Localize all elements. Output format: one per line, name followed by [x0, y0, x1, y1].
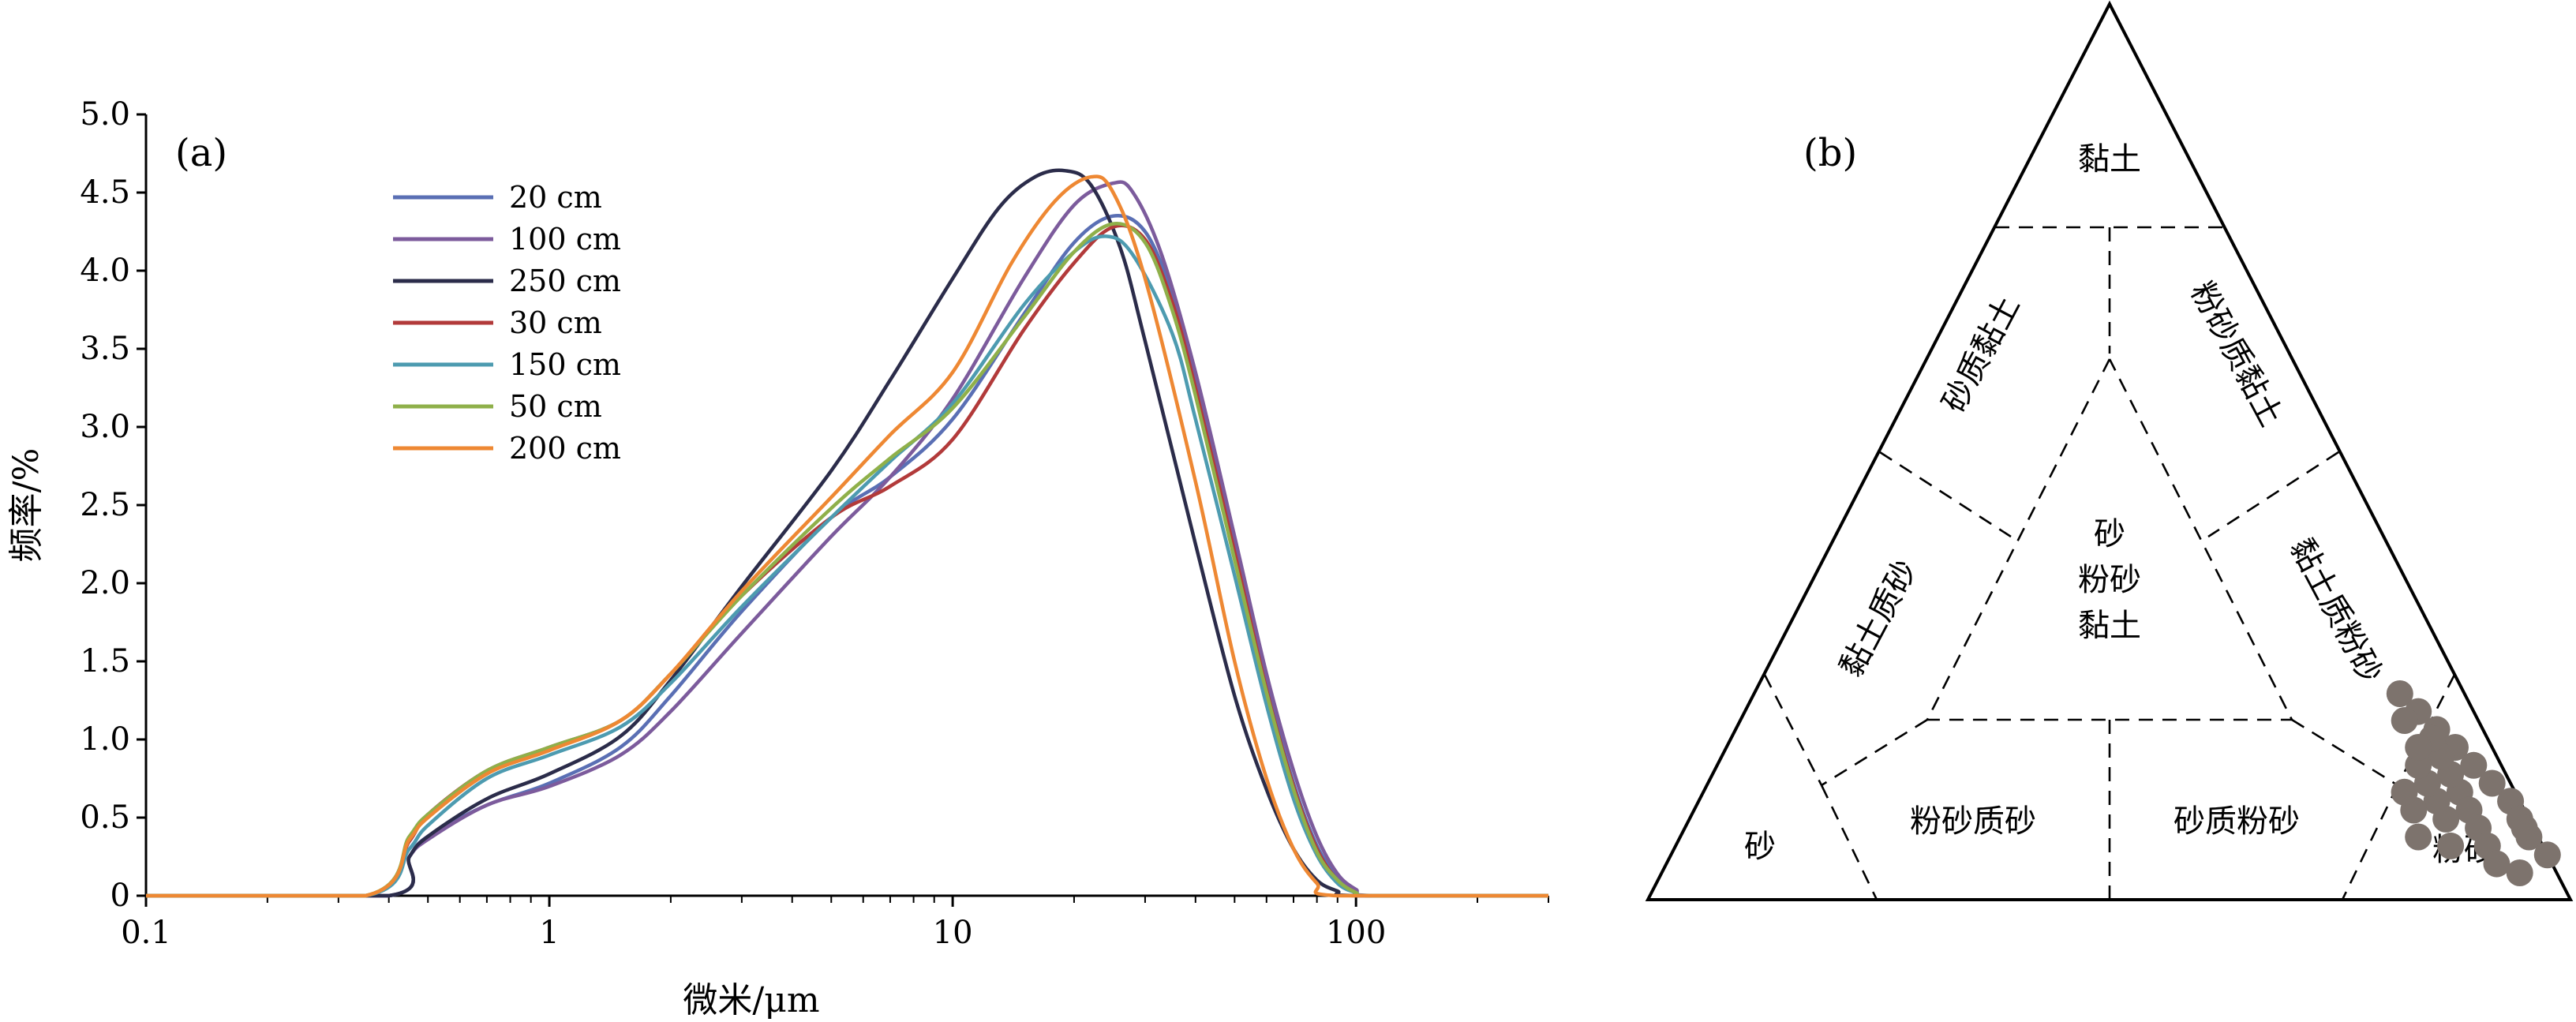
- legend-label: 20 cm: [509, 180, 602, 215]
- silt-boundary-lower: [2341, 784, 2399, 900]
- panel-a-label: (a): [175, 131, 227, 175]
- region-boundaries: [1763, 226, 2456, 900]
- sample-point: [2437, 832, 2465, 859]
- panel-b-label: (b): [1803, 131, 1857, 175]
- sand-boundary-lower: [1820, 784, 1878, 900]
- central-triangle: [1925, 358, 2294, 721]
- region-center-silt: 粉砂: [2078, 562, 2141, 598]
- region-clayey-silt: 黏土质粉砂: [2282, 533, 2389, 689]
- y-tick-label: 0.5: [80, 799, 130, 836]
- x-tick-label: 1: [539, 915, 559, 951]
- sample-points: [2386, 680, 2561, 886]
- y-tick-label: 4.5: [80, 174, 130, 211]
- y-tick-label: 0: [110, 878, 130, 914]
- y-tick-label: 4.0: [80, 253, 130, 289]
- ternary-diagram: (b) 黏土 砂质黏土 粉砂质黏土 砂 粉砂 黏土 黏土质砂 黏土质粉砂 砂: [1645, 0, 2574, 901]
- y-tick-label: 1.0: [80, 721, 130, 758]
- divider-left-lower: [1821, 718, 1928, 787]
- series-line-1: [146, 180, 1548, 898]
- divider-right-lower: [2291, 718, 2398, 787]
- region-silty-sand: 粉砂质砂: [1910, 803, 2036, 840]
- y-ticks: 0 0.5 1.0 1.5 2.0 2.5 3.0 3.5 4.0 4.5 5.0: [80, 96, 146, 914]
- sample-point: [2510, 814, 2538, 842]
- series-lines: [146, 168, 1548, 898]
- region-silty-clay: 粉砂质黏土: [2183, 276, 2290, 432]
- sample-point: [2478, 769, 2506, 797]
- y-axis-title: 频率/%: [6, 448, 47, 563]
- sample-point: [2386, 680, 2413, 707]
- legend: 20 cm 100 cm 250 cm 30 cm 150 cm 50 cm 200 cm: [393, 180, 621, 466]
- legend-label: 100 cm: [509, 222, 621, 256]
- region-clay: 黏土: [2078, 141, 2141, 178]
- y-tick-label: 3.5: [80, 331, 130, 367]
- legend-label: 250 cm: [509, 264, 621, 298]
- region-sandy-clay: 砂质黏土: [1936, 290, 2027, 418]
- legend-label: 150 cm: [509, 347, 621, 382]
- sample-point: [2506, 859, 2533, 886]
- series-line-3: [146, 223, 1548, 898]
- legend-label: 200 cm: [509, 431, 621, 466]
- sample-point: [2391, 707, 2418, 734]
- y-tick-label: 1.5: [80, 643, 130, 679]
- y-tick-label: 2.0: [80, 565, 130, 601]
- sample-point: [2405, 734, 2432, 761]
- sample-point: [2533, 841, 2561, 869]
- region-center-clay: 黏土: [2078, 608, 2141, 644]
- series-line-2: [146, 168, 1548, 898]
- x-tick-label: 10: [933, 915, 973, 951]
- divider-right-upper: [2207, 451, 2339, 538]
- region-center-sand: 砂: [2094, 516, 2125, 552]
- series-line-0: [146, 213, 1548, 898]
- y-tick-label: 2.5: [80, 487, 130, 523]
- x-tick-label: 0.1: [121, 915, 171, 951]
- x-ticks: 0.1 1 10 100: [121, 896, 1549, 951]
- sample-point: [2460, 751, 2488, 779]
- sample-point: [2483, 850, 2510, 878]
- region-sand: 砂: [1744, 829, 1776, 865]
- divider-left-upper: [1879, 451, 2012, 538]
- legend-label: 50 cm: [509, 389, 602, 424]
- x-axis-title: 微米/μm: [683, 980, 819, 1020]
- y-tick-label: 5.0: [80, 96, 130, 133]
- region-sandy-silt: 砂质粉砂: [2174, 803, 2300, 840]
- region-labels: 黏土 砂质黏土 粉砂质黏土 砂 粉砂 黏土 黏土质砂 黏土质粉砂 砂 粉砂质砂 …: [1744, 141, 2496, 868]
- x-tick-label: 100: [1326, 915, 1386, 951]
- y-tick-label: 3.0: [80, 409, 130, 445]
- series-line-4: [146, 234, 1548, 898]
- series-line-6: [146, 174, 1548, 898]
- region-clayey-sand: 黏土质砂: [1833, 554, 1925, 683]
- sample-point: [2391, 778, 2418, 806]
- sand-boundary-upper: [1763, 674, 1823, 786]
- legend-label: 30 cm: [509, 305, 602, 340]
- series-line-5: [146, 222, 1548, 898]
- sample-point: [2405, 823, 2432, 851]
- grain-size-chart: (a) 0 0.5 1.0 1.5 2.0 2.5 3.0 3.5 4.0 4.5 5.0 0.1 1…: [6, 96, 1549, 1020]
